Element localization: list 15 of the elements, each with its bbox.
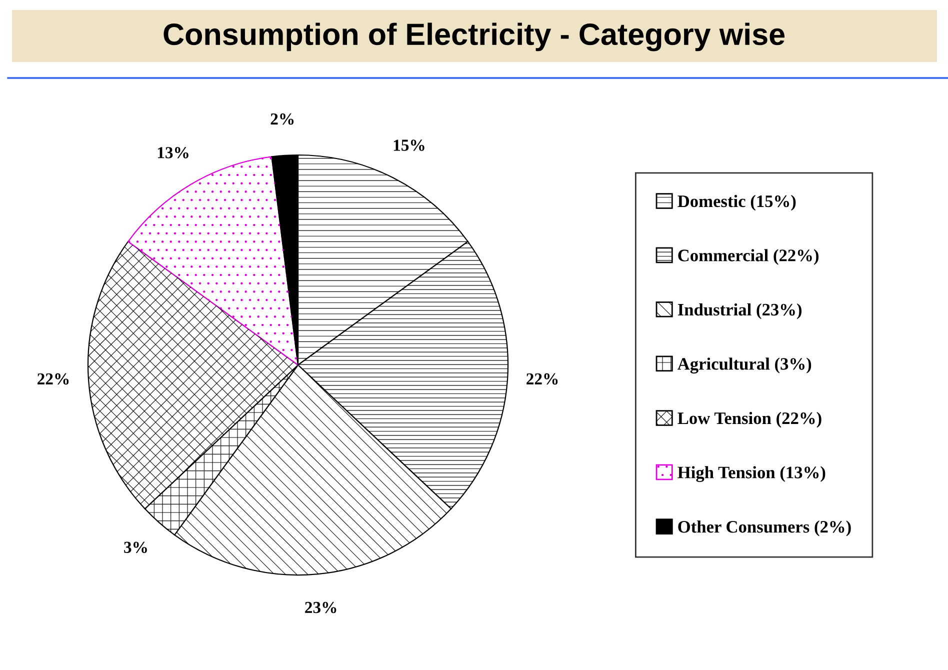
legend-label: Agricultural (3%) [678,358,812,374]
legend-label: Industrial (23%) [678,303,802,320]
legend-label: Low Tension (22%) [678,412,822,428]
data-label: 13% [158,147,188,158]
data-label: 3% [124,542,147,554]
data-label: 15% [394,140,424,151]
data-label: 23% [305,602,336,614]
data-label: 2% [270,113,294,125]
data-label: 22% [38,373,69,385]
legend-label: Other Consumers (2%) [678,520,851,536]
legend-label: Commercial (22%) [678,249,818,265]
legend-label: Domestic (15%) [678,194,796,211]
data-label: 22% [526,373,558,385]
legend-label: High Tension (13%) [678,466,826,482]
chart-title: Consumption of Electricity - Category wise [164,22,785,52]
